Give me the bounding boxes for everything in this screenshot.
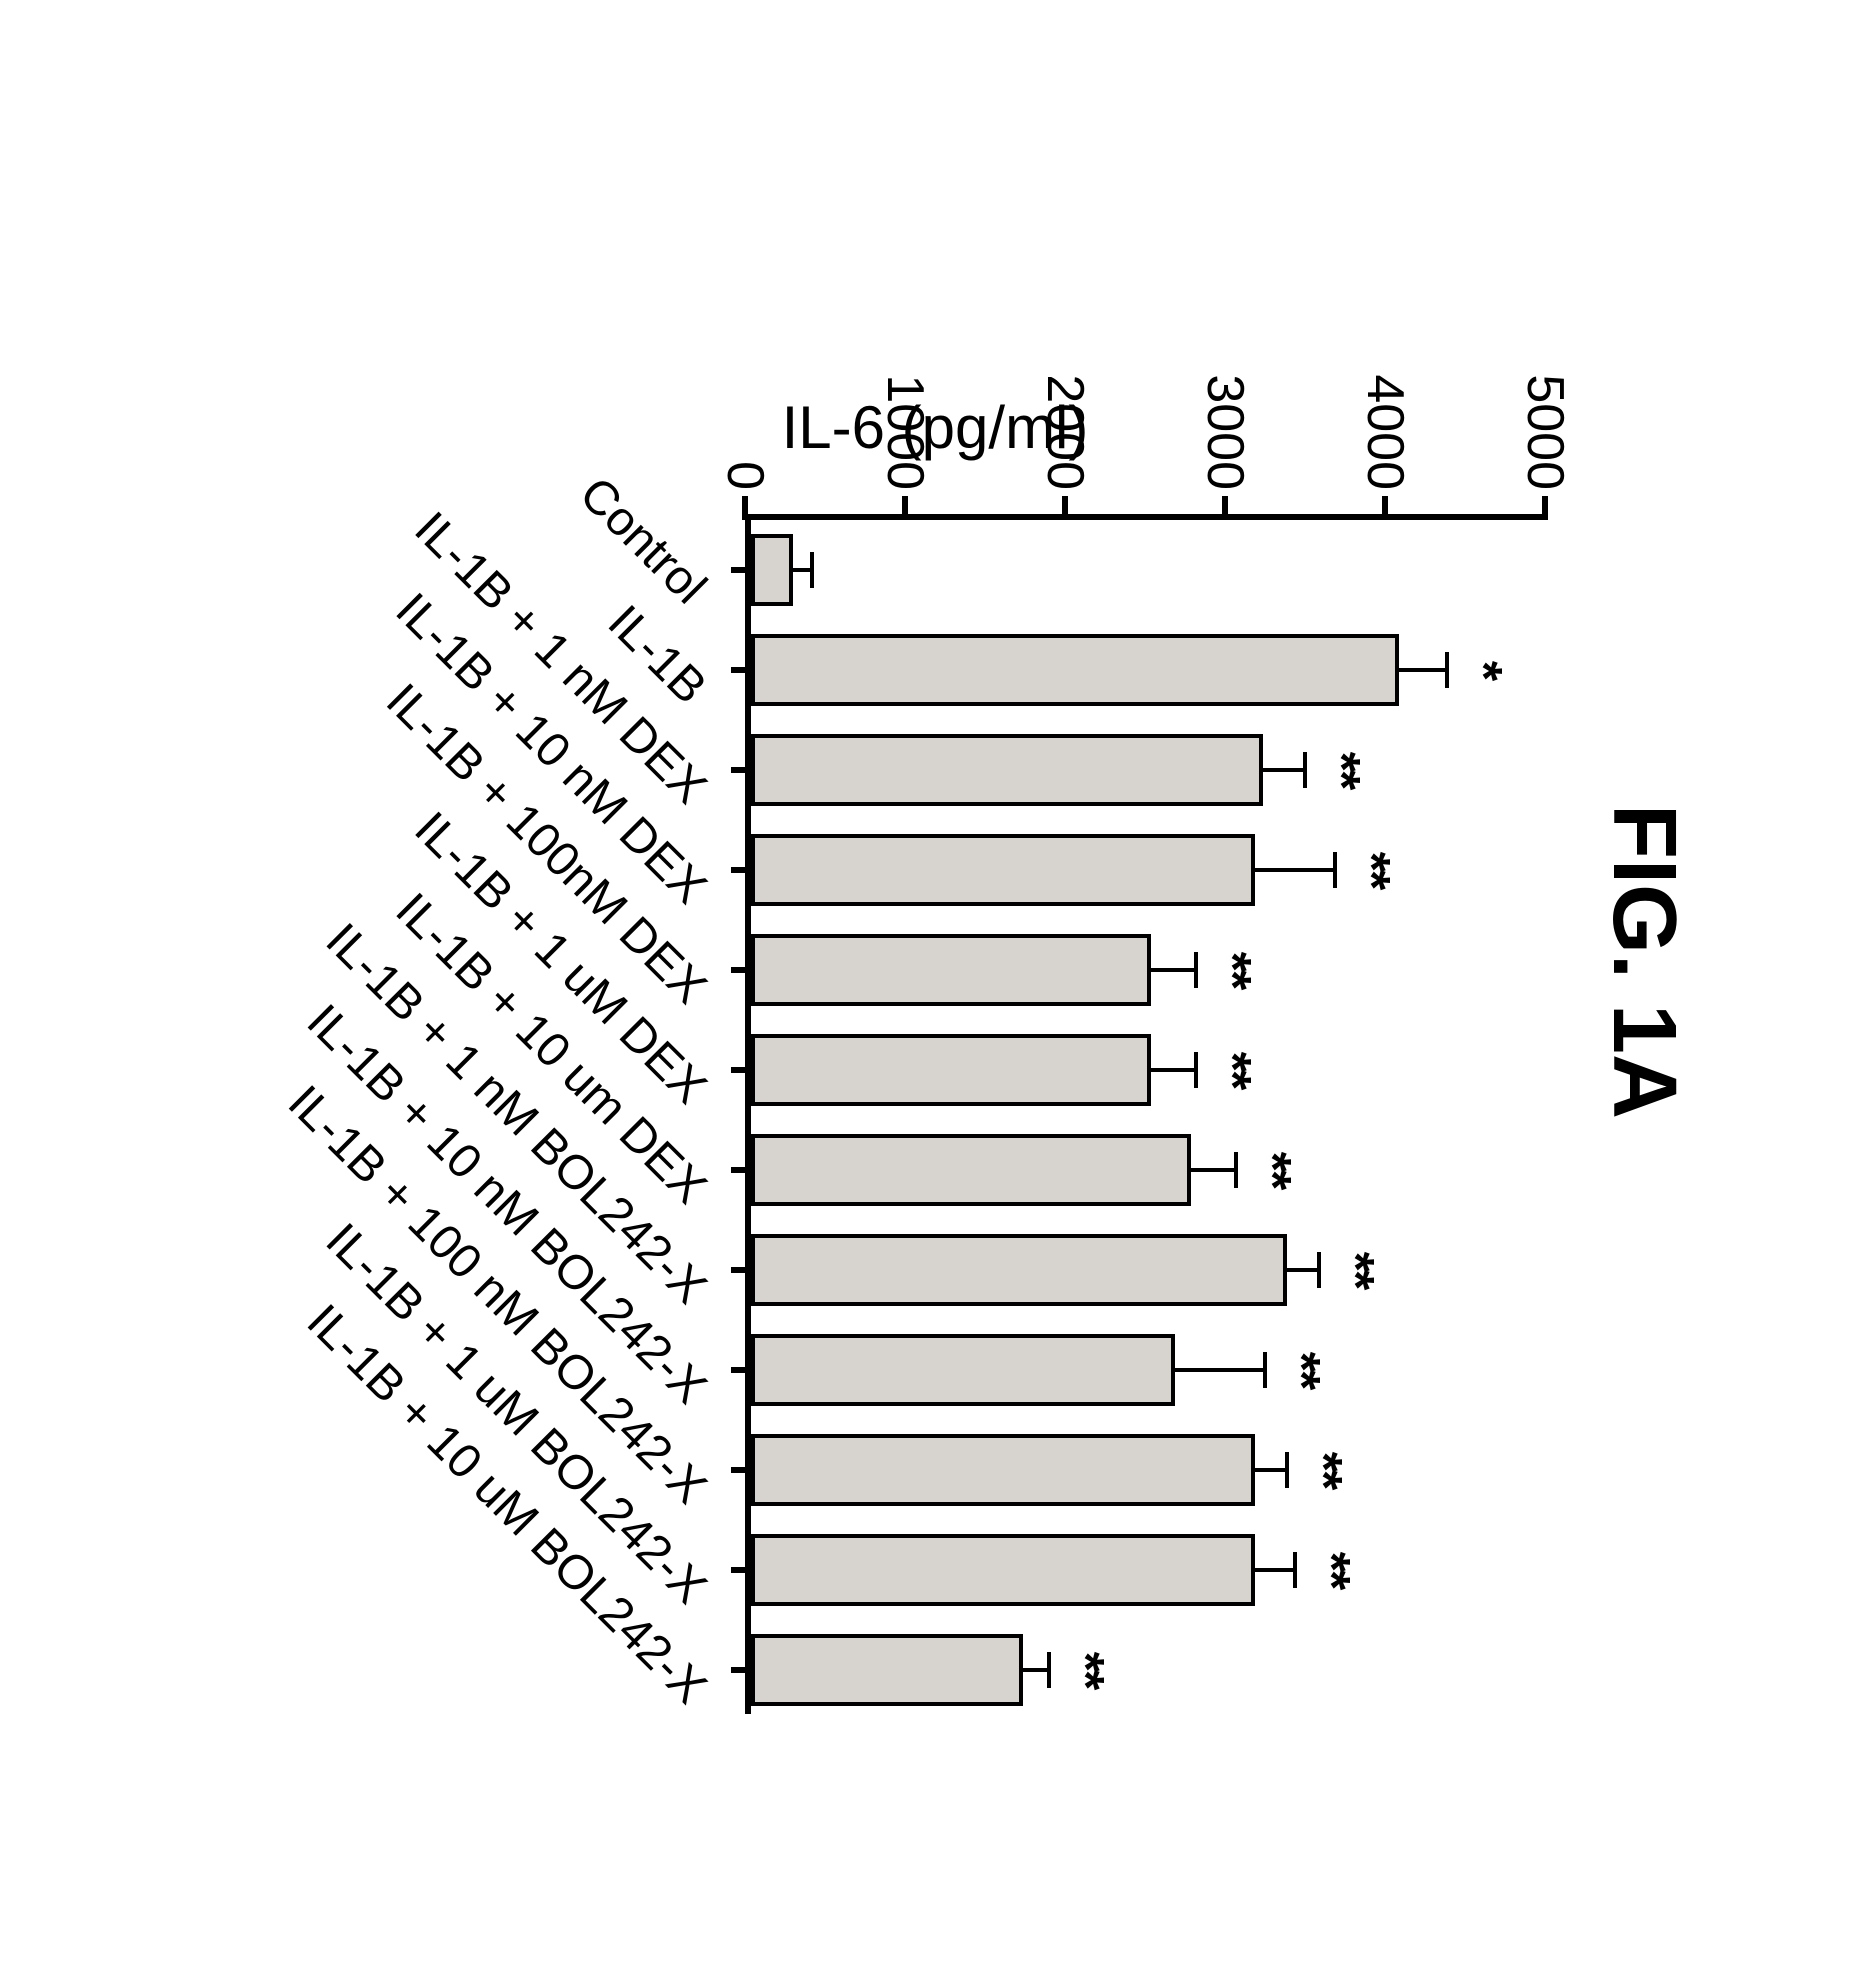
- y-tick: [1222, 496, 1228, 520]
- bar-group: **: [751, 834, 1551, 906]
- bar: [751, 1534, 1255, 1606]
- error-bar-cap: [1262, 1352, 1266, 1388]
- significance-marker: **: [1201, 1052, 1261, 1088]
- x-tick: [731, 1267, 751, 1273]
- significance-marker: **: [1325, 1252, 1385, 1288]
- error-bar-cap: [1193, 1052, 1197, 1088]
- error-bar-cap: [1445, 652, 1449, 688]
- bar-group: **: [751, 1434, 1551, 1506]
- chart-rotated-container: FIG. 1A IL-6 (pg/ml) *******************…: [185, 184, 1685, 1784]
- significance-marker: **: [1310, 752, 1370, 788]
- bar-group: [751, 534, 1551, 606]
- bar: [751, 634, 1399, 706]
- bar-group: **: [751, 1334, 1551, 1406]
- error-bar-line: [1255, 868, 1335, 872]
- bar-group: **: [751, 1034, 1551, 1106]
- bar: [751, 1634, 1023, 1706]
- bar: [751, 1234, 1287, 1306]
- x-tick: [731, 1367, 751, 1373]
- y-tick: [902, 496, 908, 520]
- y-tick-label: 0: [715, 340, 775, 490]
- bar-group: **: [751, 1134, 1551, 1206]
- y-tick-label: 5000: [1515, 340, 1575, 490]
- bar: [751, 1334, 1175, 1406]
- significance-marker: **: [1341, 852, 1401, 888]
- plot-area: ********************* 010002000300040005…: [745, 514, 1545, 1714]
- x-tick: [731, 767, 751, 773]
- error-bar-line: [1151, 1068, 1196, 1072]
- bar: [751, 734, 1263, 806]
- x-tick: [731, 567, 751, 573]
- error-bar-cap: [1302, 752, 1306, 788]
- bar-group: **: [751, 1634, 1551, 1706]
- significance-marker: **: [1201, 952, 1261, 988]
- error-bar-cap: [1317, 1252, 1321, 1288]
- bar: [751, 1434, 1255, 1506]
- y-tick-label: 3000: [1195, 340, 1255, 490]
- significance-marker: *: [1453, 661, 1513, 679]
- error-bar-line: [1263, 768, 1305, 772]
- error-bar-line: [1255, 1468, 1287, 1472]
- error-bar-line: [792, 568, 811, 572]
- x-tick-label: Control: [568, 467, 716, 615]
- bar-group: **: [751, 734, 1551, 806]
- x-tick: [731, 1567, 751, 1573]
- error-bar-cap: [1293, 1552, 1297, 1588]
- y-tick-label: 4000: [1355, 340, 1415, 490]
- error-bar-line: [1023, 1668, 1049, 1672]
- error-bar-cap: [1046, 1652, 1050, 1688]
- bar: [751, 934, 1151, 1006]
- error-bar-cap: [1333, 852, 1337, 888]
- x-tick: [731, 1667, 751, 1673]
- x-tick: [731, 1067, 751, 1073]
- page: FIG. 1A IL-6 (pg/ml) *******************…: [0, 0, 1869, 1968]
- error-bar-line: [1287, 1268, 1319, 1272]
- significance-marker: **: [1293, 1452, 1353, 1488]
- bar-group: **: [751, 934, 1551, 1006]
- bar-group: **: [751, 1534, 1551, 1606]
- error-bar-line: [1151, 968, 1196, 972]
- y-tick-label: 1000: [875, 340, 935, 490]
- error-bar-cap: [1193, 952, 1197, 988]
- significance-marker: **: [1270, 1352, 1330, 1388]
- error-bar-line: [1191, 1168, 1236, 1172]
- error-bar-cap: [809, 552, 813, 588]
- bars-layer: *********************: [751, 520, 1545, 1714]
- y-tick: [1062, 496, 1068, 520]
- bar-group: *: [751, 634, 1551, 706]
- bar: [751, 1134, 1191, 1206]
- y-tick-label: 2000: [1035, 340, 1095, 490]
- significance-marker: **: [1241, 1152, 1301, 1188]
- figure-title: FIG. 1A: [1592, 804, 1695, 1119]
- x-tick: [731, 967, 751, 973]
- significance-marker: **: [1301, 1552, 1361, 1588]
- bar: [751, 834, 1255, 906]
- x-tick: [731, 1167, 751, 1173]
- bar-group: **: [751, 1234, 1551, 1306]
- error-bar-cap: [1233, 1152, 1237, 1188]
- bar: [751, 1034, 1151, 1106]
- error-bar-line: [1175, 1368, 1265, 1372]
- error-bar-cap: [1285, 1452, 1289, 1488]
- error-bar-line: [1399, 668, 1447, 672]
- y-tick: [742, 496, 748, 520]
- bar: [751, 534, 793, 606]
- x-tick: [731, 667, 751, 673]
- significance-marker: **: [1054, 1652, 1114, 1688]
- x-tick: [731, 867, 751, 873]
- error-bar-line: [1255, 1568, 1295, 1572]
- y-tick: [1382, 496, 1388, 520]
- y-tick: [1542, 496, 1548, 520]
- x-tick: [731, 1467, 751, 1473]
